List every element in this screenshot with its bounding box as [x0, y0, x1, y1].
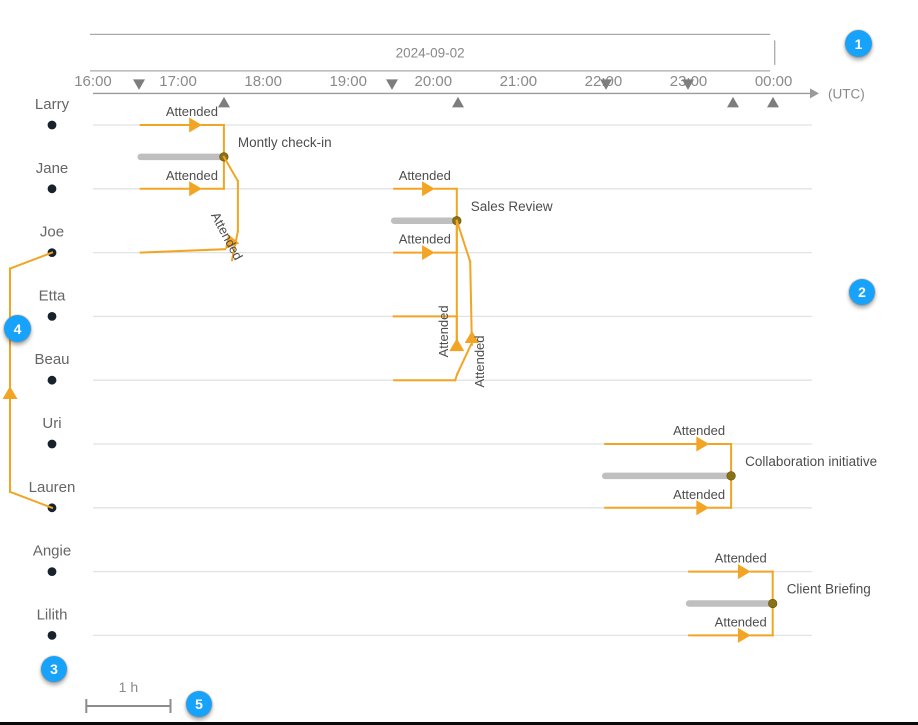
svg-text:Larry: Larry [35, 96, 70, 113]
svg-text:17:00: 17:00 [159, 73, 197, 90]
svg-text:00:00: 00:00 [755, 73, 793, 90]
svg-text:Angie: Angie [33, 543, 71, 560]
svg-text:Attended: Attended [166, 168, 218, 183]
svg-text:20:00: 20:00 [415, 73, 453, 90]
svg-text:Jane: Jane [36, 160, 69, 177]
svg-text:Attended: Attended [673, 487, 725, 502]
svg-text:2024-09-02: 2024-09-02 [396, 46, 465, 61]
svg-text:Attended: Attended [399, 232, 451, 247]
svg-text:Attended: Attended [399, 168, 451, 183]
svg-text:Attended: Attended [715, 551, 767, 566]
svg-text:Lauren: Lauren [29, 479, 76, 496]
svg-text:Attended: Attended [436, 305, 451, 357]
svg-text:Attended: Attended [208, 210, 246, 263]
svg-text:Attended: Attended [472, 335, 487, 387]
svg-text:Montly check-in: Montly check-in [238, 135, 332, 150]
svg-text:Attended: Attended [673, 423, 725, 438]
svg-text:Uri: Uri [42, 415, 61, 432]
svg-text:21:00: 21:00 [500, 73, 538, 90]
svg-text:Collaboration initiative: Collaboration initiative [745, 454, 877, 469]
svg-text:1 h: 1 h [119, 679, 138, 695]
svg-text:(UTC): (UTC) [828, 86, 865, 101]
svg-text:Client Briefing: Client Briefing [787, 582, 871, 597]
svg-text:Attended: Attended [166, 104, 218, 119]
svg-text:Etta: Etta [39, 287, 66, 304]
svg-text:Joe: Joe [40, 224, 64, 241]
svg-text:Attended: Attended [715, 614, 767, 629]
svg-text:19:00: 19:00 [329, 73, 367, 90]
svg-text:18:00: 18:00 [244, 73, 282, 90]
svg-text:Beau: Beau [34, 351, 69, 368]
svg-text:Lilith: Lilith [37, 606, 68, 623]
svg-text:16:00: 16:00 [74, 73, 112, 90]
svg-text:Sales Review: Sales Review [471, 199, 553, 214]
